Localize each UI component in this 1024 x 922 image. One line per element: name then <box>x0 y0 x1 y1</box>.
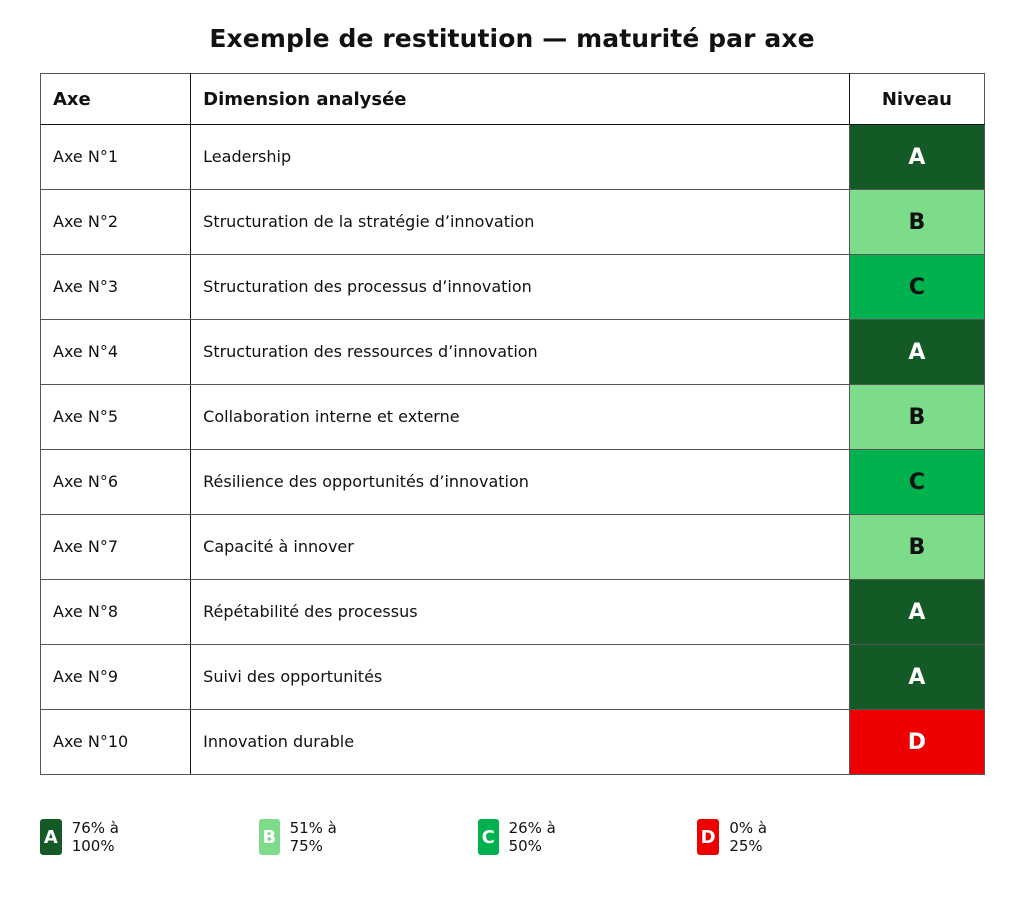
legend-swatch: C <box>478 819 499 855</box>
level-badge: C <box>848 254 986 320</box>
legend-swatch: A <box>40 819 62 855</box>
axe-cell: Axe N°4 <box>39 319 192 385</box>
maturity-table: Axe Dimension analysée Niveau Axe N°1 Lea… <box>39 73 986 775</box>
dimension-cell: Collaboration interne et externe <box>190 384 850 450</box>
level-badge: C <box>848 449 986 515</box>
dimension-cell: Structuration des processus d’innovation <box>190 254 850 320</box>
legend-range-label: 76% à 100% <box>71 819 119 855</box>
axe-cell: Axe N°8 <box>39 579 192 645</box>
legend-swatch: B <box>259 819 280 855</box>
column-header-dimension: Dimension analysée <box>190 73 850 125</box>
table-header-row: Axe Dimension analysée Niveau <box>39 73 986 125</box>
axe-cell: Axe N°3 <box>39 254 192 320</box>
legend-item: C 26% à 50% <box>478 819 557 855</box>
table-row: Axe N°9 Suivi des opportunités A <box>39 644 986 710</box>
dimension-cell: Leadership <box>190 124 850 190</box>
legend-item: B 51% à 75% <box>259 819 338 855</box>
dimension-cell: Résilience des opportunités d’innovation <box>190 449 850 515</box>
table-row: Axe N°2 Structuration de la stratégie d’i… <box>39 189 986 255</box>
table-row: Axe N°4 Structuration des ressources d’in… <box>39 319 986 385</box>
level-badge: A <box>848 319 986 385</box>
axe-cell: Axe N°9 <box>39 644 192 710</box>
table-row: Axe N°5 Collaboration interne et externe B <box>39 384 986 450</box>
legend-swatch: D <box>697 819 720 855</box>
table-row: Axe N°7 Capacité à innover B <box>39 514 986 580</box>
dimension-cell: Innovation durable <box>190 709 850 775</box>
axe-cell: Axe N°7 <box>39 514 192 580</box>
axe-cell: Axe N°6 <box>39 449 192 515</box>
dimension-cell: Répétabilité des processus <box>190 579 850 645</box>
axe-cell: Axe N°5 <box>39 384 192 450</box>
table-row: Axe N°1 Leadership A <box>39 124 986 190</box>
dimension-cell: Structuration des ressources d’innovatio… <box>190 319 850 385</box>
level-badge: A <box>848 124 986 190</box>
table-row: Axe N°8 Répétabilité des processus A <box>39 579 986 645</box>
axe-cell: Axe N°1 <box>39 124 192 190</box>
level-badge: B <box>848 189 986 255</box>
legend-range-label: 51% à 75% <box>289 819 337 855</box>
table-row: Axe N°3 Structuration des processus d’inn… <box>39 254 986 320</box>
page-title: Exemple de restitution — maturité par ax… <box>209 24 815 53</box>
legend-range-label: 0% à 25% <box>729 819 768 855</box>
table-body: Axe N°1 Leadership A Axe N°2 Structuration d… <box>39 124 986 775</box>
axe-cell: Axe N°2 <box>39 189 192 255</box>
column-header-niveau: Niveau <box>848 73 986 125</box>
column-header-axe: Axe <box>39 73 192 125</box>
level-badge: B <box>848 514 986 580</box>
dimension-cell: Structuration de la stratégie d’innovati… <box>190 189 850 255</box>
level-badge: D <box>848 709 986 775</box>
level-badge: A <box>848 644 986 710</box>
legend-item: D 0% à 25% <box>697 819 776 855</box>
level-badge: B <box>848 384 986 450</box>
dimension-cell: Suivi des opportunités <box>190 644 850 710</box>
axe-cell: Axe N°10 <box>39 709 192 775</box>
dimension-cell: Capacité à innover <box>190 514 850 580</box>
table-row: Axe N°6 Résilience des opportunités d’inn… <box>39 449 986 515</box>
level-badge: A <box>848 579 986 645</box>
table-row: Axe N°10 Innovation durable D <box>39 709 986 775</box>
legend-item: A 76% à 100% <box>40 819 129 855</box>
legend-range-label: 26% à 50% <box>508 819 556 855</box>
